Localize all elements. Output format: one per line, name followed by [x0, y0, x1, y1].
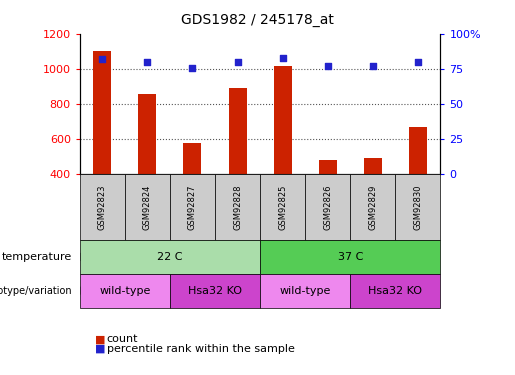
Text: GDS1982 / 245178_at: GDS1982 / 245178_at	[181, 13, 334, 27]
Text: GSM92824: GSM92824	[143, 184, 152, 230]
Text: Hsa32 KO: Hsa32 KO	[188, 286, 242, 296]
Text: wild-type: wild-type	[280, 286, 331, 296]
Bar	[409, 127, 427, 174]
Bar	[273, 66, 291, 174]
Point	[414, 59, 422, 65]
Text: GSM92825: GSM92825	[278, 184, 287, 230]
Text: GSM92823: GSM92823	[98, 184, 107, 230]
Bar	[319, 160, 337, 174]
Text: GSM92827: GSM92827	[188, 184, 197, 230]
Bar	[229, 88, 247, 174]
Point	[98, 56, 107, 62]
Point	[188, 64, 197, 70]
Text: GSM92828: GSM92828	[233, 184, 242, 230]
Text: ■: ■	[95, 334, 106, 344]
Text: ■: ■	[95, 344, 106, 354]
Text: wild-type: wild-type	[99, 286, 150, 296]
Bar	[364, 158, 382, 174]
Point	[369, 63, 377, 69]
Text: count: count	[107, 334, 138, 344]
Text: GSM92826: GSM92826	[323, 184, 332, 230]
Text: 37 C: 37 C	[337, 252, 363, 262]
Text: temperature: temperature	[2, 252, 72, 262]
Bar	[93, 51, 111, 174]
Point	[279, 55, 287, 61]
Text: GSM92829: GSM92829	[368, 184, 377, 230]
Text: 22 C: 22 C	[157, 252, 183, 262]
Text: percentile rank within the sample: percentile rank within the sample	[107, 344, 295, 354]
Point	[323, 63, 332, 69]
Text: genotype/variation: genotype/variation	[0, 286, 72, 296]
Text: GSM92830: GSM92830	[414, 184, 422, 230]
Point	[233, 59, 242, 65]
Bar	[183, 143, 201, 174]
Text: Hsa32 KO: Hsa32 KO	[368, 286, 422, 296]
Point	[143, 59, 151, 65]
Bar	[139, 93, 157, 174]
